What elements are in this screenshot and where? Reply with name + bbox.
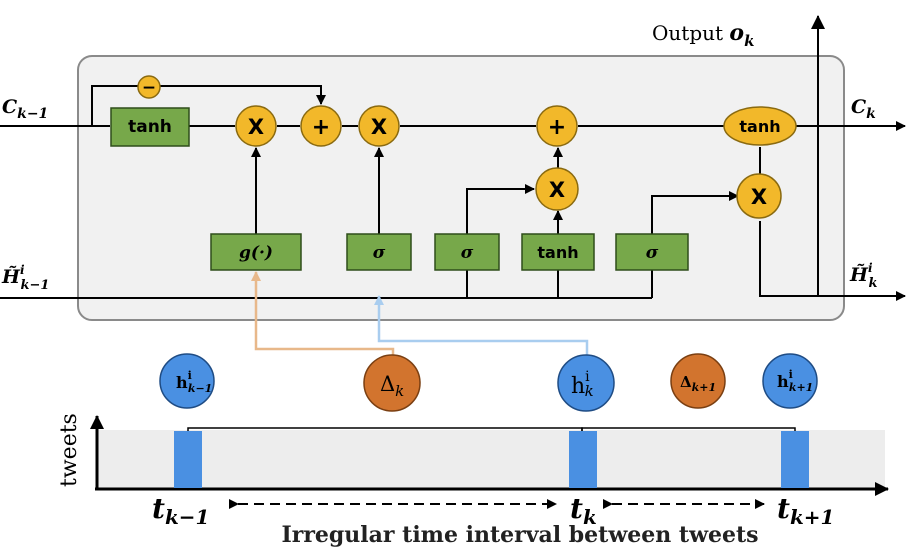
svg-text:X: X xyxy=(248,115,264,139)
sigma-gate-3: σ xyxy=(615,233,689,271)
multiply-operator-4: X xyxy=(736,173,782,219)
svg-text:X: X xyxy=(549,178,565,202)
svg-text:g(·): g(·) xyxy=(239,243,273,263)
output-label: Output ok xyxy=(652,20,755,50)
svg-text:hik+1: hi k+1 xyxy=(777,368,813,394)
node-h-curr: hi k xyxy=(557,354,615,412)
g-function-gate: g(·) xyxy=(210,233,302,271)
timeline-y-label: tweets xyxy=(57,413,82,487)
time-label-prev: tk−1 xyxy=(152,492,209,529)
multiply-operator-3: X xyxy=(535,167,579,211)
tanh-operator-output: tanh xyxy=(723,106,797,146)
svg-text:tanh: tanh xyxy=(128,117,172,137)
svg-text:hik: hi k xyxy=(571,369,594,400)
sigma-gate-1: σ xyxy=(346,233,412,271)
lstm-cell-panel xyxy=(77,55,845,321)
timeline-band xyxy=(97,430,885,488)
sigma-gate-2: σ xyxy=(434,233,500,271)
tweet-bar-prev xyxy=(174,431,202,488)
minus-operator: − xyxy=(137,75,161,99)
node-delta-k: Δk xyxy=(363,354,421,412)
multiply-operator-1: X xyxy=(235,105,277,147)
svg-text:σ: σ xyxy=(461,243,474,263)
time-label-next: tk+1 xyxy=(777,492,834,529)
gate-connections xyxy=(251,147,761,234)
tanh-gate-cell-input: tanh xyxy=(110,107,190,147)
svg-text:−: − xyxy=(142,78,156,98)
tanh-gate-candidate: tanh xyxy=(521,233,595,271)
hidden-input-label: H̃i k−1 xyxy=(1,263,49,293)
multiply-operator-2: X xyxy=(358,105,400,147)
node-delta-next: Δk+1 xyxy=(670,353,726,409)
tweet-bar-next xyxy=(781,431,809,488)
svg-text:σ: σ xyxy=(646,243,659,263)
svg-text:X: X xyxy=(371,115,387,139)
svg-text:Δk+1: Δk+1 xyxy=(680,373,716,394)
svg-text:tanh: tanh xyxy=(739,117,780,136)
tweet-bar-curr xyxy=(569,431,597,488)
svg-text:+: + xyxy=(312,115,330,140)
node-h-next: hi k+1 xyxy=(762,353,818,409)
svg-text:hik−1: hi k−1 xyxy=(176,369,212,395)
svg-text:Δk: Δk xyxy=(380,372,404,400)
node-h-prev: hi k−1 xyxy=(159,353,215,409)
add-operator-1: + xyxy=(300,105,342,147)
hidden-state-path xyxy=(0,221,906,301)
interval-bracket-2 xyxy=(581,427,796,431)
add-operator-2: + xyxy=(536,105,578,147)
svg-text:X: X xyxy=(751,185,767,209)
svg-text:tanh: tanh xyxy=(537,243,578,262)
svg-text:+: + xyxy=(548,115,566,140)
cell-input-label: Ck−1 xyxy=(2,96,48,122)
hidden-output-label: H̃i k xyxy=(849,261,878,291)
time-label-curr: tk xyxy=(570,492,597,529)
cell-output-label: Ck xyxy=(851,96,876,122)
h-to-gates-arrow xyxy=(374,295,589,360)
timeline-caption: Irregular time interval between tweets xyxy=(281,522,758,548)
svg-text:σ: σ xyxy=(373,243,386,263)
cell-state-path xyxy=(0,85,906,131)
